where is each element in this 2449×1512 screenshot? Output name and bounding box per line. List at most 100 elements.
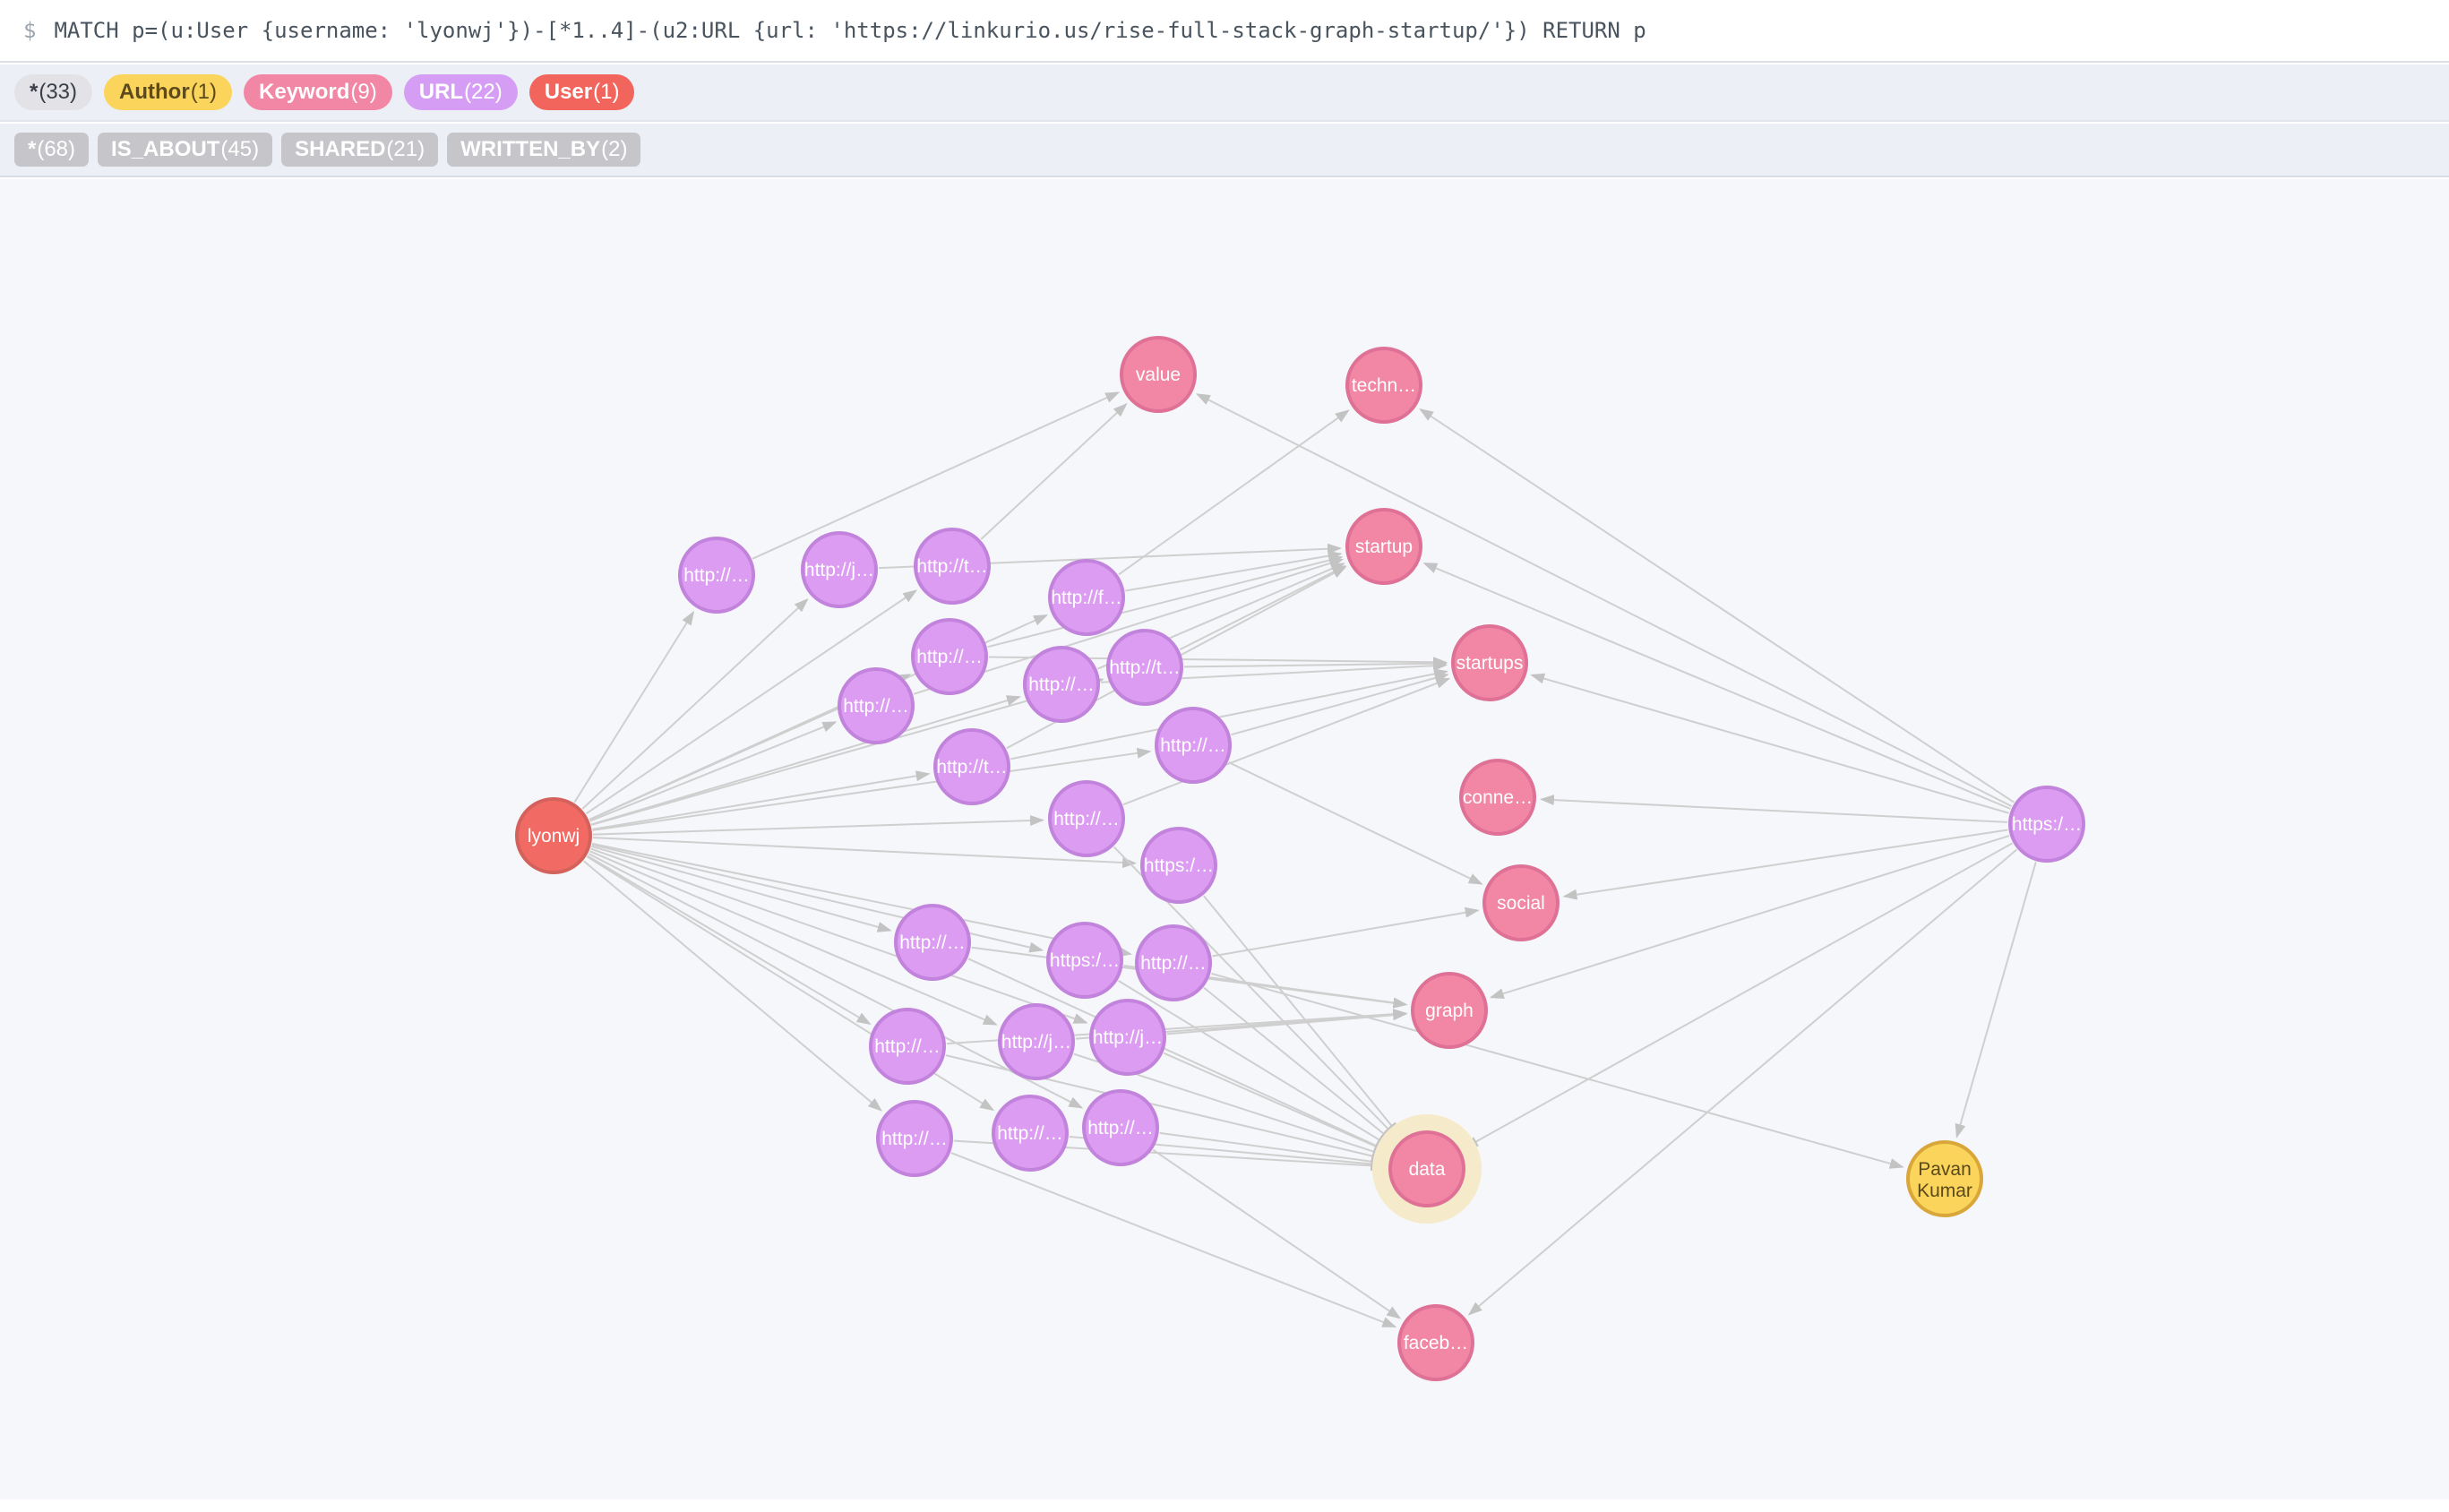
graph-edge-SHARED-u0-p7[interactable] <box>590 695 1021 826</box>
rel-type-pill-WRITTEN_BY[interactable]: WRITTEN_BY (2) <box>447 133 641 167</box>
graph-node-p16[interactable]: http://… <box>869 1008 946 1085</box>
node-circle-url[interactable] <box>869 1008 946 1085</box>
graph-node-p14[interactable]: https:/… <box>1046 922 1123 999</box>
graph-edge-IS_ABOUT-p1-k1[interactable] <box>752 391 1121 560</box>
graph-edge-IS_ABOUT-p9-k4[interactable] <box>1231 673 1449 736</box>
graph-node-p7[interactable]: http://… <box>1023 646 1100 723</box>
rel-type-pill-SHARED[interactable]: SHARED (21) <box>281 133 439 167</box>
graph-edge-SHARED-u0-p15[interactable] <box>591 842 1132 958</box>
node-circle-url[interactable] <box>911 618 988 695</box>
cypher-query-text[interactable]: MATCH p=(u:User {username: 'lyonwj'})-[*… <box>54 18 1646 43</box>
graph-node-k5[interactable]: conne… <box>1459 759 1536 836</box>
node-circle-url[interactable] <box>876 1100 953 1177</box>
node-circle-keyword[interactable] <box>1345 347 1422 424</box>
rel-type-pill-IS_ABOUT[interactable]: IS_ABOUT (45) <box>98 133 273 167</box>
node-circle-url[interactable] <box>801 531 878 608</box>
graph-edge-SHARED-u0-p9[interactable] <box>592 747 1152 831</box>
node-circle-url[interactable] <box>1048 559 1125 636</box>
graph-edge-IS_ABOUT-p5-k3[interactable] <box>987 554 1344 649</box>
graph-edge-IS_ABOUT-p6-k3[interactable] <box>1179 565 1347 651</box>
graph-node-p2[interactable]: http://j… <box>801 531 878 608</box>
graph-edge-SHARED-u0-p16[interactable] <box>587 855 872 1025</box>
graph-edge-IS_ABOUT-p4-k2[interactable] <box>1118 409 1350 576</box>
graph-node-k3[interactable]: startup <box>1345 508 1422 585</box>
graph-edge-SHARED-u0-p8[interactable] <box>589 721 838 822</box>
graph-edge-IS_ABOUT-p12-k8[interactable] <box>1203 895 1401 1137</box>
graph-visualization-area[interactable]: lyonwj http://… http://j… http://t… http://f… <box>0 179 2449 1499</box>
graph-node-p6[interactable]: http://t… <box>1106 629 1183 706</box>
graph-edge-SHARED-u0-p21[interactable] <box>588 853 1084 1109</box>
node-circle-keyword[interactable] <box>1482 864 1560 941</box>
node-circle-url[interactable] <box>1023 646 1100 723</box>
graph-node-p10[interactable]: http://t… <box>933 728 1010 805</box>
graph-edge-IS_ABOUT-p15-k6[interactable] <box>1212 906 1480 958</box>
node-circle-url[interactable] <box>1155 707 1232 784</box>
graph-edge-SHARED-u0-p1[interactable] <box>573 610 695 803</box>
node-circle-url[interactable] <box>933 728 1010 805</box>
node-circle-url[interactable] <box>1140 827 1217 904</box>
node-circle-keyword[interactable] <box>1451 624 1528 701</box>
node-label-pill-Keyword[interactable]: Keyword (9) <box>244 74 392 110</box>
node-circle-keyword[interactable] <box>1120 336 1197 413</box>
node-circle-url[interactable] <box>894 904 971 981</box>
node-circle-url[interactable] <box>1082 1089 1159 1166</box>
node-circle-keyword[interactable] <box>1388 1130 1465 1207</box>
graph-node-p1[interactable]: http://… <box>678 537 755 614</box>
graph-node-p20[interactable]: http://… <box>992 1095 1069 1172</box>
graph-edge-IS_ABOUT-p6-k4[interactable] <box>1183 657 1448 669</box>
graph-node-p4[interactable]: http://f… <box>1048 559 1125 636</box>
node-label-pill-Author[interactable]: Author (1) <box>104 74 233 110</box>
node-circle-url[interactable] <box>1135 924 1212 1001</box>
graph-edge-SHARED-u0-p18[interactable] <box>590 847 1088 1024</box>
graph-node-k1[interactable]: value <box>1120 336 1197 413</box>
graph-node-k7[interactable]: graph <box>1411 972 1488 1049</box>
graph-edge-IS_ABOUT-p22-k9[interactable] <box>1467 848 2018 1316</box>
graph-edge-SHARED-u0-p17[interactable] <box>589 850 998 1026</box>
graph-edge-IS_ABOUT-p22-k3[interactable] <box>1422 563 2011 810</box>
graph-edge-IS_ABOUT-p8-k3[interactable] <box>913 558 1345 695</box>
graph-edge-IS_ABOUT-p15-k8[interactable] <box>1203 986 1395 1143</box>
node-circle-url[interactable] <box>1048 780 1125 857</box>
node-circle-user[interactable] <box>515 797 592 874</box>
graph-edge-IS_ABOUT-p21-k9[interactable] <box>1152 1148 1402 1319</box>
graph-node-p8[interactable]: http://… <box>838 667 915 744</box>
graph-edge-WRITTEN_BY-p22-a1[interactable] <box>1955 862 2037 1138</box>
graph-edge-IS_ABOUT-p4-k3[interactable] <box>1125 550 1343 592</box>
graph-node-p15[interactable]: http://… <box>1135 924 1212 1001</box>
node-circle-keyword[interactable] <box>1345 508 1422 585</box>
node-circle-url[interactable] <box>914 528 991 605</box>
graph-edge-SHARED-u0-p13[interactable] <box>591 845 892 932</box>
graph-edge-IS_ABOUT-p22-k7[interactable] <box>1489 835 2010 999</box>
graph-node-k2[interactable]: techn… <box>1345 347 1422 424</box>
node-label-pill-all[interactable]: * (33) <box>14 74 93 110</box>
node-circle-url[interactable] <box>992 1095 1069 1172</box>
graph-node-p22[interactable]: https:/… <box>2008 786 2085 863</box>
graph-edge-IS_ABOUT-p9-k6[interactable] <box>1228 761 1483 885</box>
node-label-pill-User[interactable]: User (1) <box>528 74 635 110</box>
graph-edge-IS_ABOUT-p14-k8[interactable] <box>1118 980 1391 1147</box>
graph-edge-SHARED-u0-p19[interactable] <box>583 860 882 1112</box>
graph-node-p11[interactable]: http://… <box>1048 780 1125 857</box>
graph-edge-IS_ABOUT-p22-k1[interactable] <box>1195 393 2013 808</box>
graph-node-p19[interactable]: http://… <box>876 1100 953 1177</box>
graph-edge-IS_ABOUT-p21-k8[interactable] <box>1159 1131 1386 1167</box>
graph-edge-SHARED-u0-p3[interactable] <box>585 589 918 815</box>
graph-node-u0[interactable]: lyonwj <box>515 797 592 874</box>
graph-node-p3[interactable]: http://t… <box>914 528 991 605</box>
rel-type-pill-all[interactable]: * (68) <box>14 133 90 167</box>
node-circle-url[interactable] <box>1046 922 1123 999</box>
graph-node-p12[interactable]: https:/… <box>1140 827 1217 904</box>
graph-edge-SHARED-u0-p12[interactable] <box>592 837 1138 869</box>
graph-edge-IS_ABOUT-p13-k8[interactable] <box>967 958 1389 1152</box>
node-circle-url[interactable] <box>2008 786 2085 863</box>
graph-edge-IS_ABOUT-p22-k2[interactable] <box>1419 408 2015 803</box>
graph-node-a1[interactable]: Pavan Kumar <box>1906 1140 1983 1217</box>
graph-edge-IS_ABOUT-p11-k4[interactable] <box>1122 677 1451 806</box>
graph-node-p18[interactable]: http://j… <box>1089 999 1166 1076</box>
node-circle-url[interactable] <box>1106 629 1183 706</box>
graph-node-p13[interactable]: http://… <box>894 904 971 981</box>
graph-edge-IS_ABOUT-p19-k9[interactable] <box>950 1152 1397 1328</box>
graph-node-p21[interactable]: http://… <box>1082 1089 1159 1166</box>
graph-node-k4[interactable]: startups <box>1451 624 1528 701</box>
